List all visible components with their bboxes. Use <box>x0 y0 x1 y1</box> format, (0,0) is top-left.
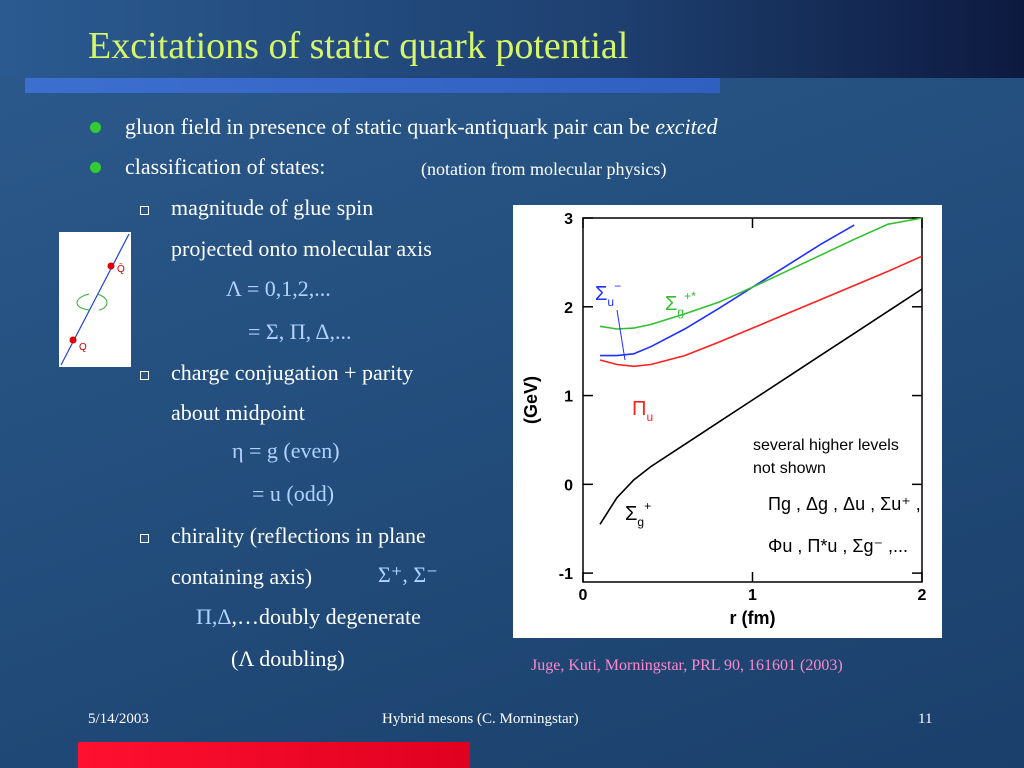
series-label: Πu <box>632 398 653 424</box>
title-band <box>0 0 1024 78</box>
label-symbol: Π <box>632 398 646 420</box>
quark <box>69 336 77 344</box>
bullet-text: gluon field in presence of static quark-… <box>125 114 718 140</box>
label-symbol: Σ <box>595 283 607 305</box>
label-sup: + <box>644 499 651 513</box>
sub-bullet <box>140 371 149 380</box>
label-sup: − <box>614 279 621 293</box>
annotation: not shown <box>753 460 826 477</box>
footer-page: 11 <box>918 711 933 727</box>
series-line <box>600 224 855 357</box>
math: = Σ, Π, Δ,... <box>248 319 352 344</box>
math: Σ⁺, Σ⁻ <box>378 562 438 587</box>
y-tick-label: 0 <box>564 477 573 494</box>
label-sub: g <box>637 515 644 529</box>
sub-bullet <box>140 534 149 543</box>
math: Λ = 0,1,2,... <box>226 276 331 301</box>
label-sub: g <box>677 305 684 319</box>
bullet-text: classification of states: <box>125 154 326 179</box>
diagram: Q̄ Q <box>59 232 131 367</box>
y-tick-label: 1 <box>564 389 573 406</box>
pointer <box>616 309 626 361</box>
label-sub: u <box>646 410 653 424</box>
math: = u (odd) <box>252 481 335 506</box>
emphasis: excited <box>655 114 718 139</box>
citation: Juge, Kuti, Morningstar, PRL 90, 161601 … <box>531 657 843 674</box>
label-symbol: Σ <box>625 503 637 525</box>
label-sup: +* <box>684 289 696 303</box>
math: η = g (even) <box>232 438 340 463</box>
x-tick-label: 2 <box>918 587 927 604</box>
states: Φu , Π*u , Σg⁻ ,... <box>768 536 908 556</box>
series-line <box>599 288 923 525</box>
x-axis-label: r (fm) <box>730 608 776 628</box>
label-symbol: Σ <box>665 293 677 315</box>
sub-text: projected onto molecular axis <box>171 236 432 261</box>
chart-background <box>513 205 942 638</box>
note: (notation from molecular physics) <box>421 159 667 179</box>
text: ,…doubly degenerate <box>231 604 421 629</box>
rotation-arrow <box>76 293 108 311</box>
sub-text: (Λ doubling) <box>231 646 345 671</box>
label-sub: u <box>607 295 614 309</box>
math: Π,Δ <box>196 604 232 629</box>
series-label: Σu− <box>595 279 621 309</box>
y-tick-label: 3 <box>564 211 573 228</box>
label: Q <box>79 342 87 353</box>
title-bar <box>25 78 720 93</box>
footer-bar <box>78 742 470 768</box>
sub-bullet <box>140 206 149 215</box>
label: Q̄ <box>117 262 125 275</box>
antiquark <box>107 262 115 270</box>
sub-text: charge conjugation + parity <box>171 360 414 385</box>
y-axis-label: (GeV) <box>521 376 541 424</box>
bullet <box>90 162 101 173</box>
series-line <box>599 217 923 330</box>
x-tick-label: 0 <box>579 587 588 604</box>
sub-text: chirality (reflections in plane <box>171 523 426 548</box>
series-label: Σg+* <box>665 289 696 319</box>
x-tick-label: 1 <box>748 587 757 604</box>
sub-text: about midpoint <box>171 400 305 425</box>
states: Πg , Δg , Δu , Σu⁺ , <box>768 494 921 514</box>
footer-center: Hybrid mesons (C. Morningstar) <box>382 711 579 727</box>
annotation: several higher levels <box>753 437 899 454</box>
text: gluon field in presence of static quark-… <box>125 114 650 139</box>
sub-text: Π,Δ,…doubly degenerate <box>196 604 421 630</box>
y-tick-label: -1 <box>559 566 573 583</box>
sub-text: containing axis) <box>171 564 313 589</box>
y-tick-label: 2 <box>564 300 573 317</box>
bullet <box>90 122 101 133</box>
series-label: Σg+ <box>625 499 651 529</box>
footer-date: 5/14/2003 <box>88 711 149 727</box>
title: Excitations of static quark potential <box>88 25 629 67</box>
series-line <box>599 255 923 368</box>
sub-text: magnitude of glue spin <box>171 195 374 220</box>
